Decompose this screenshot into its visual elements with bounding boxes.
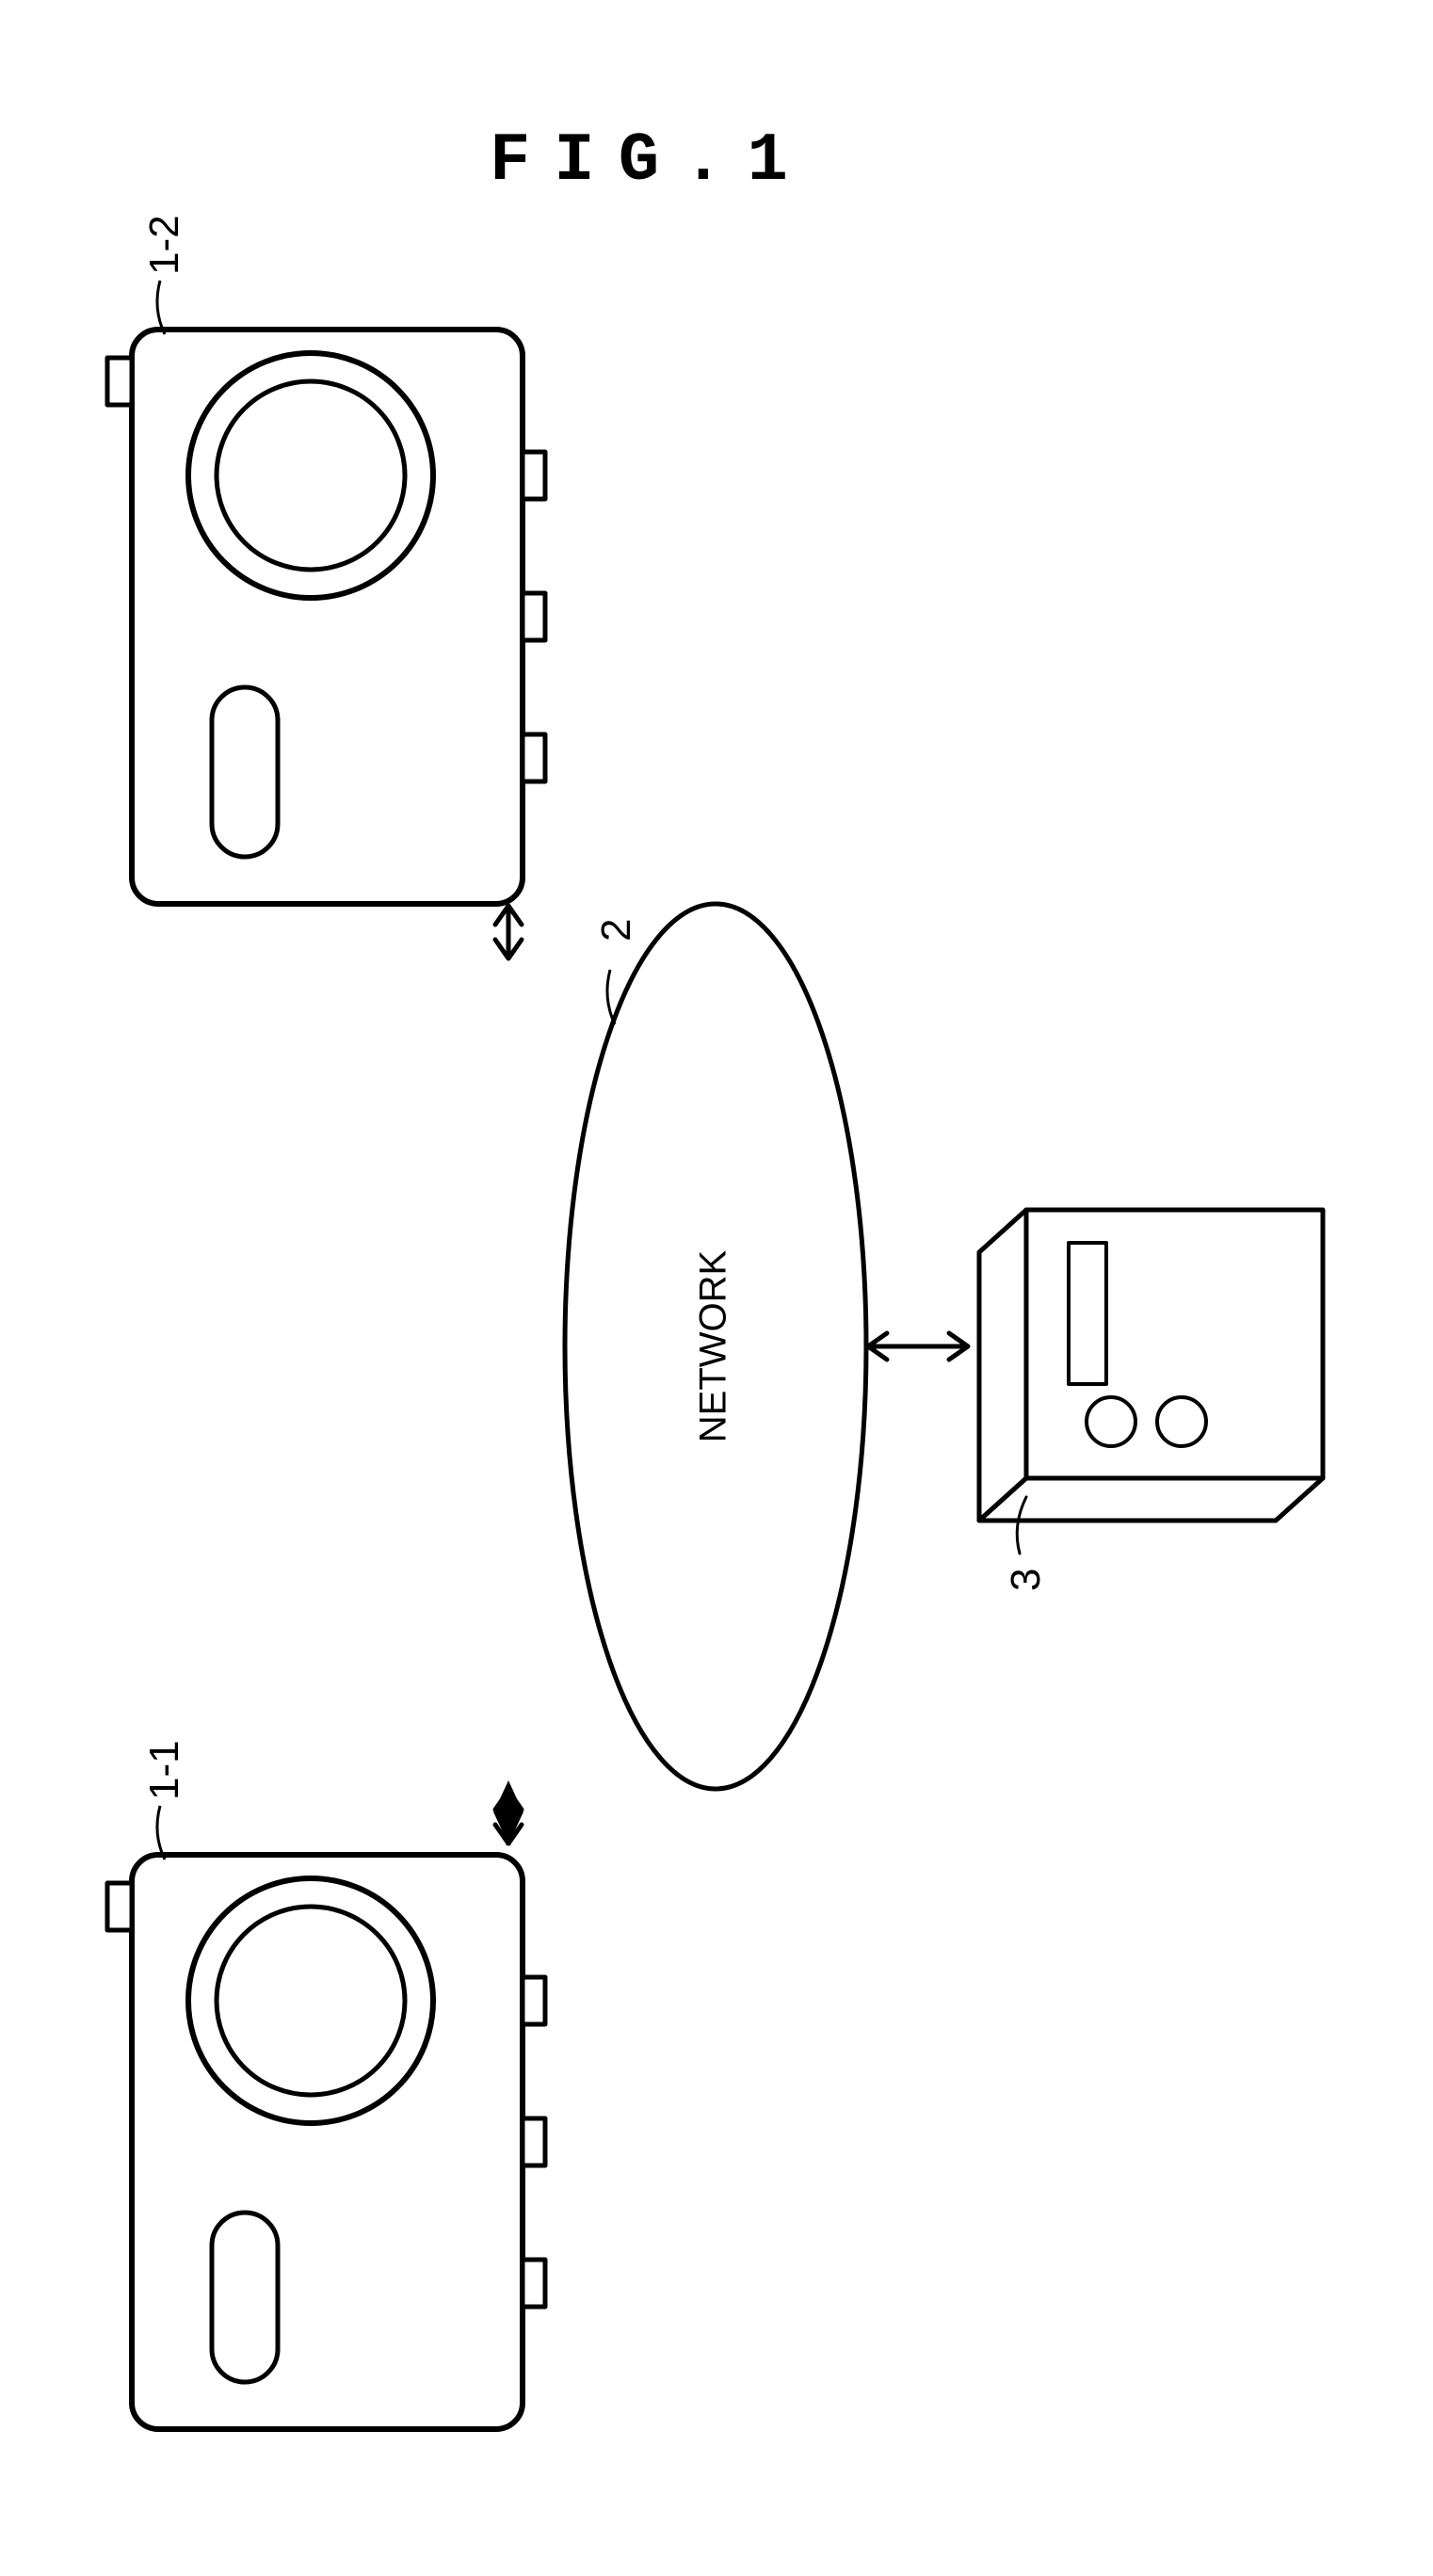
camera-1-2 <box>107 281 545 904</box>
arrow-right-clean <box>495 906 522 958</box>
ref-camera-1-1: 1-1 <box>141 1740 188 1800</box>
figure-page: FIG.1 NETWORK <box>0 0 1433 2576</box>
ref-server: 3 <box>1003 1569 1050 1591</box>
figure-svg: NETWORK <box>0 0 1433 2576</box>
ref-camera-1-2: 1-2 <box>141 215 188 275</box>
arrow-server-clean <box>868 1333 968 1360</box>
camera-1-1 <box>107 1806 545 2429</box>
figure-title: FIG.1 <box>490 122 812 200</box>
ref-network: 2 <box>593 919 640 942</box>
server-node-clean <box>974 1205 1332 1554</box>
network-node: NETWORK <box>565 904 866 1789</box>
network-label: NETWORK <box>693 1249 734 1442</box>
